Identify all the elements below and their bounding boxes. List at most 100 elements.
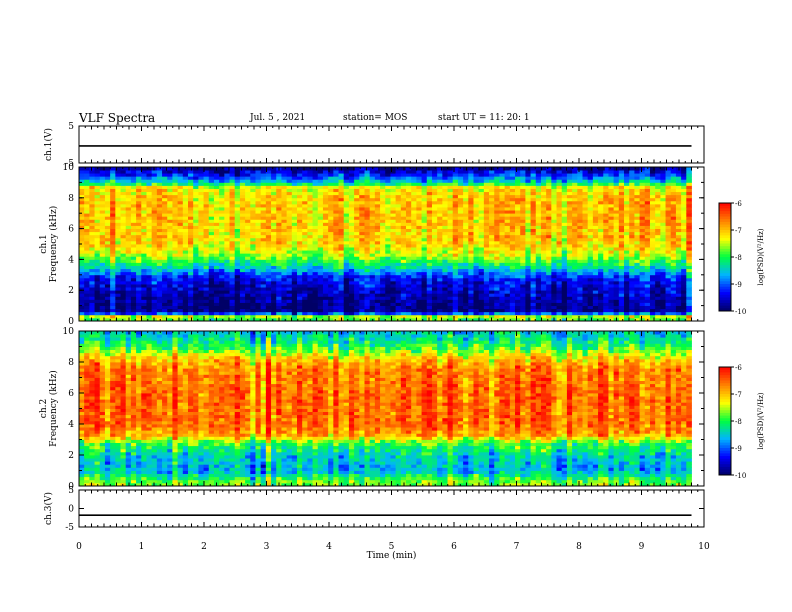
heatmap-cell [338,296,345,300]
heatmap-cell [468,182,474,186]
heatmap-cell [457,244,464,248]
heatmap-cell [328,219,334,223]
heatmap-cell [167,188,173,193]
heatmap-cell [556,265,563,270]
heatmap-cell [110,222,116,226]
heatmap-cell [239,207,246,211]
heatmap-cell [136,216,142,220]
heatmap-cell [110,182,116,186]
heatmap-cell [120,173,127,177]
heatmap-cell [411,311,417,316]
heatmap-cell [333,262,339,266]
heatmap-cell [530,302,537,306]
heatmap-cell [94,287,101,291]
heatmap-cell [343,308,350,313]
heatmap-cell [540,280,547,285]
heatmap-cell [177,317,184,322]
heatmap-cell [250,231,256,236]
heatmap-cell [431,191,438,196]
heatmap-cell [177,179,184,183]
heatmap-cell [572,219,578,223]
heatmap-cell [110,262,116,266]
heatmap-cell [478,308,485,313]
heatmap-cell [286,185,293,189]
heatmap-cell [509,277,516,282]
heatmap-cell [556,173,563,177]
heatmap-cell [89,259,95,263]
heatmap-cell [431,179,438,183]
heatmap-cell [494,287,500,291]
heatmap-cell [385,179,391,183]
heatmap-cell [421,194,428,199]
heatmap-cell [328,200,334,205]
heatmap-cell [167,167,173,171]
heatmap-cell [208,265,215,270]
heatmap-cell [385,188,391,193]
heatmap-cell [94,280,101,285]
heatmap-cell [276,277,282,282]
heatmap-cell [416,274,422,279]
heatmap-cell [520,237,526,242]
heatmap-cell [515,296,521,300]
heatmap-cell [172,290,179,294]
heatmap-cell [525,176,531,180]
heatmap-cell [104,179,111,183]
heatmap-cell [255,265,262,270]
heatmap-cell [452,185,459,189]
heatmap-cell [271,256,277,260]
heatmap-cell [509,314,516,319]
heatmap-cell [322,237,329,242]
heatmap-cell [172,200,179,205]
heatmap-cell [297,237,303,242]
heatmap-cell [198,299,204,303]
heatmap-cell [572,314,578,319]
heatmap-cell [213,262,220,266]
heatmap-cell [540,222,547,226]
heatmap-cell [104,225,111,229]
heatmap-cell [380,203,386,208]
heatmap-cell [203,185,210,189]
heatmap-cell [260,210,267,214]
heatmap-cell [229,188,236,193]
heatmap-cell [260,191,267,196]
heatmap-cell [473,262,480,266]
heatmap-cell [483,299,490,303]
heatmap-cell [530,290,537,294]
heatmap-cell [151,179,158,183]
heatmap-cell [473,188,480,193]
heatmap-cell [89,253,95,257]
heatmap-cell [421,213,428,217]
heatmap-cell [520,250,526,254]
heatmap-cell [312,173,319,177]
heatmap-cell [525,210,531,214]
heatmap-cell [520,274,526,279]
heatmap-cell [84,262,90,266]
heatmap-cell [203,274,210,279]
heatmap-cell [260,225,267,229]
heatmap-cell [198,170,204,174]
heatmap-cell [110,253,116,257]
heatmap-cell [286,237,293,242]
heatmap-cell [452,271,459,276]
heatmap-cell [406,167,412,171]
heatmap-cell [297,287,303,291]
heatmap-cell [156,222,163,226]
heatmap-cell [364,225,371,229]
heatmap-cell [447,167,454,171]
heatmap-cell [473,219,480,223]
heatmap-cell [203,305,210,310]
heatmap-cell [442,247,448,251]
heatmap-cell [447,225,454,229]
heatmap-cell [546,185,552,189]
heatmap-cell [468,305,474,310]
heatmap-cell [546,170,552,174]
heatmap-cell [322,185,329,189]
heatmap-cell [291,299,298,303]
heatmap-cell [265,287,272,291]
heatmap-cell [156,253,163,257]
heatmap-cell [245,299,251,303]
heatmap-cell [442,317,448,322]
heatmap-cell [551,185,557,189]
heatmap-cell [354,176,360,180]
heatmap-cell [551,234,557,239]
